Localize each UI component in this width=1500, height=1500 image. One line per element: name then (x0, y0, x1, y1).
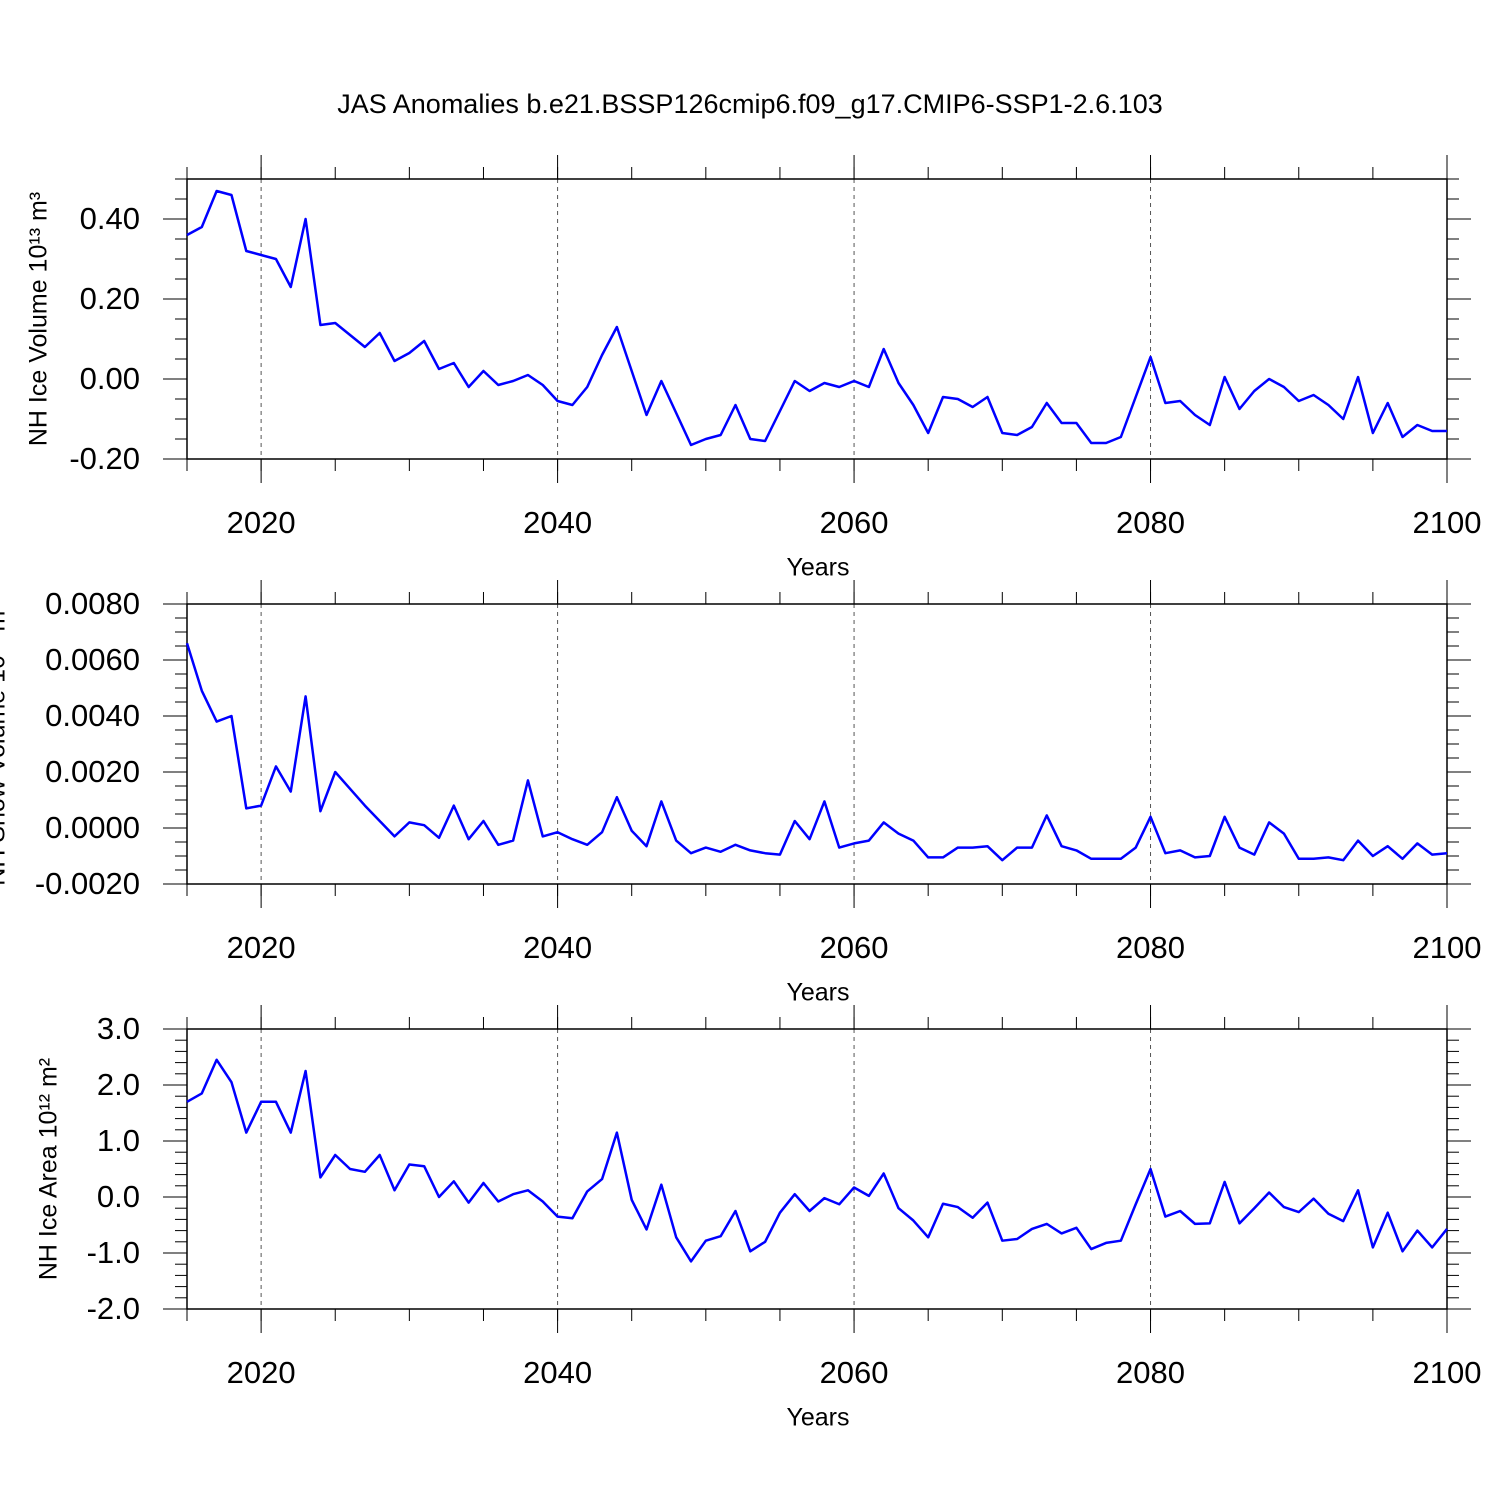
panel: 2020 2040 2060 2080 2100 -0.0020 0.0000 0.0020 0… (0, 580, 1481, 1007)
x-tick-label: 2080 (1116, 505, 1185, 540)
y-tick-label: 0.0000 (45, 810, 140, 845)
panel: 2020 2040 2060 2080 2100 -0.20 0.00 0.20 0.40 Yea… (25, 155, 1482, 582)
x-tick-label: 2100 (1413, 1355, 1482, 1390)
x-tick-label: 2080 (1116, 930, 1185, 965)
y-tick-label: 0.40 (80, 201, 140, 236)
y-tick-label: 3.0 (97, 1011, 140, 1046)
y-tick-label: 0.0060 (45, 642, 140, 677)
x-tick-label: 2020 (227, 930, 296, 965)
chart-title: JAS Anomalies b.e21.BSSP126cmip6.f09_g17… (337, 89, 1163, 119)
data-line (186, 1058, 1448, 1263)
x-tick-label: 2100 (1413, 930, 1482, 965)
x-tick-label: 2060 (820, 505, 889, 540)
x-tick-label: 2100 (1413, 505, 1482, 540)
data-line (185, 642, 1448, 862)
x-tick-label: 2020 (227, 505, 296, 540)
y-tick-label: -2.0 (87, 1291, 140, 1326)
x-tick-label: 2040 (523, 1355, 592, 1390)
y-tick-label: -1.0 (87, 1235, 140, 1270)
x-tick-label: 2060 (820, 930, 889, 965)
y-tick-label: 2.0 (97, 1067, 140, 1102)
data-line (186, 189, 1447, 447)
x-tick-label: 2080 (1116, 1355, 1185, 1390)
x-tick-label: 2040 (523, 505, 592, 540)
y-tick-label: 0.0020 (45, 754, 140, 789)
x-tick-label: 2060 (820, 1355, 889, 1390)
y-axis-title: NH Ice Area 10¹² m² (35, 1058, 63, 1280)
y-tick-label: 0.0040 (45, 698, 140, 733)
plot-frame (186, 1028, 1448, 1310)
plot-frame (186, 178, 1448, 460)
x-axis-title: Years (786, 979, 849, 1007)
y-tick-label: -0.0020 (35, 866, 140, 901)
y-axis-title: NH Ice Volume 10¹³ m³ (25, 192, 53, 446)
y-tick-label: 0.20 (80, 281, 140, 316)
panel: 2020 2040 2060 2080 2100 -2.0 -1.0 0.0 1.0 2.0 3.0… (35, 1005, 1482, 1432)
y-tick-label: -0.20 (69, 441, 140, 476)
y-tick-label: 0.0 (97, 1179, 140, 1214)
y-tick-label: 1.0 (97, 1123, 140, 1158)
y-axis-title: NH Snow Volume 10¹³ m³ (0, 602, 11, 885)
x-axis-title: Years (786, 1404, 849, 1432)
x-tick-label: 2020 (227, 1355, 296, 1390)
y-tick-label: 0.00 (80, 361, 140, 396)
plot-frame (186, 603, 1448, 885)
y-tick-label: 0.0080 (45, 586, 140, 621)
x-tick-label: 2040 (523, 930, 592, 965)
x-axis-title: Years (786, 554, 849, 582)
